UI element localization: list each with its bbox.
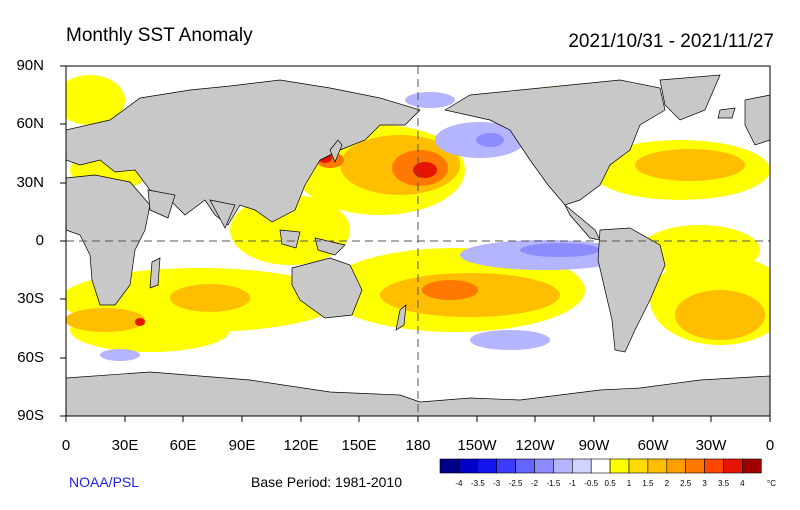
- colorbar-tick-label: -0.5: [584, 479, 599, 488]
- lon-label-0: 0: [61, 437, 71, 454]
- antarctica: [66, 371, 770, 416]
- colorbar-tick-label: -1: [568, 479, 576, 488]
- colorbar-unit: °C: [767, 479, 776, 488]
- colorbar-tick-label: -3.5: [470, 479, 485, 488]
- colorbar-swatch: [742, 458, 762, 474]
- colorbar-tick-label: -2.5: [508, 479, 523, 488]
- eurasia: [66, 79, 421, 226]
- colorbar-tick-label: -1.5: [546, 479, 561, 488]
- colorbar-swatch: [439, 458, 460, 474]
- lon-label-90w: 90W: [578, 437, 610, 454]
- lat-label-90s: 90S: [17, 407, 44, 424]
- greenland: [659, 74, 721, 121]
- colorbar-swatch: [515, 458, 535, 474]
- colorbar-tick-label: 1.5: [642, 479, 654, 488]
- colorbar: [439, 458, 762, 474]
- lon-label-150e: 150E: [341, 437, 377, 454]
- africa: [66, 174, 151, 306]
- colorbar-tick-label: 3: [702, 479, 707, 488]
- colorbar-swatch: [628, 458, 649, 474]
- lat-label-60s: 60S: [17, 349, 44, 366]
- new-zealand: [395, 304, 407, 331]
- colorbar-swatch: [723, 458, 743, 474]
- colorbar-tick-label: -3: [493, 479, 501, 488]
- lon-label-60e: 60E: [169, 437, 197, 454]
- colorbar-swatch: [666, 458, 686, 474]
- australia: [291, 257, 363, 319]
- south-america: [597, 227, 666, 353]
- lat-label-30s: 30S: [17, 290, 44, 307]
- colorbar-swatch: [609, 458, 630, 474]
- lon-label-30e: 30E: [111, 437, 139, 454]
- colorbar-tick-label: 0.5: [604, 479, 616, 488]
- colorbar-swatch: [458, 458, 479, 474]
- land-masses: [66, 74, 770, 416]
- colorbar-swatch: [496, 458, 516, 474]
- colorbar-swatch: [590, 458, 611, 474]
- map-title: Monthly SST Anomaly: [66, 25, 253, 46]
- colorbar-tick-label: 4: [740, 479, 745, 488]
- axis-ticks: [60, 65, 771, 422]
- arabia: [147, 189, 176, 219]
- lat-label-30n: 30N: [16, 174, 44, 191]
- iceland: [717, 107, 736, 119]
- colorbar-tick-label: 2: [664, 479, 670, 488]
- colorbar-swatch: [534, 458, 554, 474]
- lon-label-90e: 90E: [228, 437, 256, 454]
- madagascar: [149, 257, 161, 289]
- colorbar-tick-label: 3.5: [717, 479, 730, 488]
- lon-label-60w: 60W: [637, 437, 669, 454]
- india: [209, 199, 236, 229]
- date-range: 2021/10/31 - 2021/11/27: [568, 31, 774, 52]
- lon-label-180: 180: [405, 437, 431, 454]
- colorbar-tick-label: -2: [530, 479, 539, 488]
- colorbar-swatch: [553, 458, 573, 474]
- lon-label-0-end: 0: [765, 437, 775, 454]
- credit-label: NOAA/PSL: [69, 474, 140, 490]
- lon-label-30w: 30W: [695, 437, 727, 454]
- lon-label-150w: 150W: [457, 437, 497, 454]
- colorbar-swatch: [647, 458, 668, 474]
- colorbar-tick-label: 1: [626, 479, 632, 488]
- lon-label-120w: 120W: [515, 437, 555, 454]
- colorbar-swatch: [704, 458, 724, 474]
- lon-label-120e: 120E: [283, 437, 319, 454]
- colorbar-swatch: [571, 458, 592, 474]
- colorbar-swatch: [477, 458, 497, 474]
- japan: [329, 139, 343, 163]
- colorbar-tick-label: 2.5: [680, 479, 692, 488]
- europe-west: [744, 94, 770, 146]
- north-america: [444, 79, 666, 206]
- colorbar-swatch: [685, 458, 705, 474]
- new-guinea: [314, 237, 346, 256]
- lat-label-0: 0: [35, 232, 44, 249]
- anomaly-field: [66, 66, 770, 416]
- borneo: [279, 229, 301, 249]
- lat-label-90n: 90N: [16, 57, 44, 74]
- colorbar-tick-label: -4: [455, 479, 463, 488]
- lat-label-60n: 60N: [16, 115, 44, 132]
- central-america: [564, 204, 601, 241]
- base-period-label: Base Period: 1981-2010: [251, 474, 402, 490]
